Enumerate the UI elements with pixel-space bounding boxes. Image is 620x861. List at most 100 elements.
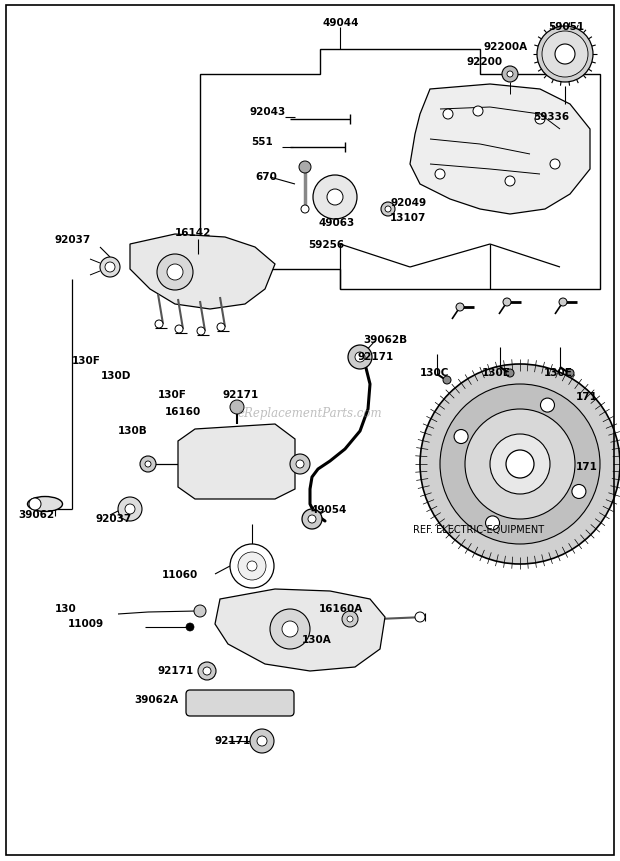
- Circle shape: [456, 304, 464, 312]
- Circle shape: [541, 399, 554, 412]
- Circle shape: [29, 499, 41, 511]
- Circle shape: [465, 410, 575, 519]
- Text: 49063: 49063: [318, 218, 354, 228]
- Circle shape: [230, 400, 244, 414]
- Text: 16160A: 16160A: [319, 604, 363, 613]
- Polygon shape: [130, 235, 275, 310]
- Circle shape: [167, 264, 183, 281]
- Circle shape: [105, 263, 115, 273]
- Text: 130C: 130C: [420, 368, 449, 378]
- FancyBboxPatch shape: [186, 691, 294, 716]
- Text: 130D: 130D: [101, 370, 131, 381]
- Circle shape: [381, 202, 395, 217]
- Text: 130B: 130B: [118, 425, 148, 436]
- Text: 92200A: 92200A: [483, 42, 527, 52]
- Circle shape: [347, 616, 353, 623]
- Circle shape: [385, 207, 391, 213]
- Circle shape: [230, 544, 274, 588]
- Text: 92049: 92049: [390, 198, 426, 208]
- Circle shape: [503, 299, 511, 307]
- Circle shape: [302, 510, 322, 530]
- Circle shape: [490, 435, 550, 494]
- Text: REF. ELECTRIC-EQUIPMENT: REF. ELECTRIC-EQUIPMENT: [413, 524, 544, 535]
- Text: eReplacementParts.com: eReplacementParts.com: [237, 406, 383, 420]
- Circle shape: [542, 32, 588, 77]
- Circle shape: [420, 364, 620, 564]
- Text: 130E: 130E: [482, 368, 511, 378]
- Text: 92043: 92043: [249, 107, 285, 117]
- Circle shape: [435, 170, 445, 180]
- Circle shape: [473, 107, 483, 117]
- Circle shape: [238, 553, 266, 580]
- Circle shape: [250, 729, 274, 753]
- Text: 92171: 92171: [214, 735, 250, 745]
- Text: 551: 551: [251, 137, 273, 147]
- Circle shape: [415, 612, 425, 623]
- Circle shape: [348, 345, 372, 369]
- Text: 59256: 59256: [308, 239, 344, 250]
- Text: 92037: 92037: [95, 513, 131, 523]
- Circle shape: [555, 45, 575, 65]
- Circle shape: [485, 517, 500, 530]
- Circle shape: [506, 450, 534, 479]
- Text: 130: 130: [55, 604, 77, 613]
- Text: 59051: 59051: [548, 22, 584, 32]
- Circle shape: [118, 498, 142, 522]
- Text: 92171: 92171: [222, 389, 259, 400]
- Text: 92171: 92171: [357, 351, 393, 362]
- Text: 92171: 92171: [157, 666, 193, 675]
- Text: 39062A: 39062A: [134, 694, 178, 704]
- Circle shape: [257, 736, 267, 746]
- Text: 13107: 13107: [390, 213, 427, 223]
- Text: 171: 171: [576, 461, 598, 472]
- Circle shape: [194, 605, 206, 617]
- Text: 39062B: 39062B: [363, 335, 407, 344]
- Circle shape: [506, 369, 514, 378]
- Circle shape: [443, 376, 451, 385]
- Circle shape: [308, 516, 316, 523]
- Circle shape: [342, 611, 358, 628]
- Circle shape: [313, 176, 357, 220]
- Text: 39062: 39062: [18, 510, 54, 519]
- Circle shape: [175, 325, 183, 333]
- Circle shape: [535, 115, 545, 125]
- Circle shape: [301, 206, 309, 214]
- Circle shape: [299, 162, 311, 174]
- Circle shape: [507, 72, 513, 77]
- Circle shape: [559, 299, 567, 307]
- Text: 92037: 92037: [54, 235, 91, 245]
- Circle shape: [247, 561, 257, 572]
- Circle shape: [145, 461, 151, 468]
- Circle shape: [537, 27, 593, 83]
- Circle shape: [198, 662, 216, 680]
- Circle shape: [502, 67, 518, 83]
- Circle shape: [505, 177, 515, 187]
- Circle shape: [282, 622, 298, 637]
- Circle shape: [197, 328, 205, 336]
- Circle shape: [443, 110, 453, 120]
- Circle shape: [572, 485, 586, 499]
- Polygon shape: [200, 50, 600, 289]
- Polygon shape: [410, 85, 590, 214]
- Circle shape: [217, 324, 225, 331]
- Circle shape: [566, 369, 574, 378]
- Text: 130A: 130A: [302, 635, 332, 644]
- Text: 130F: 130F: [158, 389, 187, 400]
- Polygon shape: [215, 589, 385, 672]
- Circle shape: [157, 255, 193, 291]
- Circle shape: [454, 430, 468, 444]
- Text: 11009: 11009: [68, 618, 104, 629]
- Text: 49044: 49044: [322, 18, 358, 28]
- Circle shape: [203, 667, 211, 675]
- Circle shape: [155, 320, 163, 329]
- Circle shape: [125, 505, 135, 514]
- Circle shape: [355, 353, 365, 362]
- Circle shape: [550, 160, 560, 170]
- Ellipse shape: [27, 497, 63, 512]
- Text: 16160: 16160: [165, 406, 202, 417]
- Circle shape: [270, 610, 310, 649]
- Text: 130E: 130E: [544, 368, 573, 378]
- Text: 11060: 11060: [162, 569, 198, 579]
- Text: 670: 670: [255, 172, 277, 182]
- Text: 130F: 130F: [72, 356, 101, 366]
